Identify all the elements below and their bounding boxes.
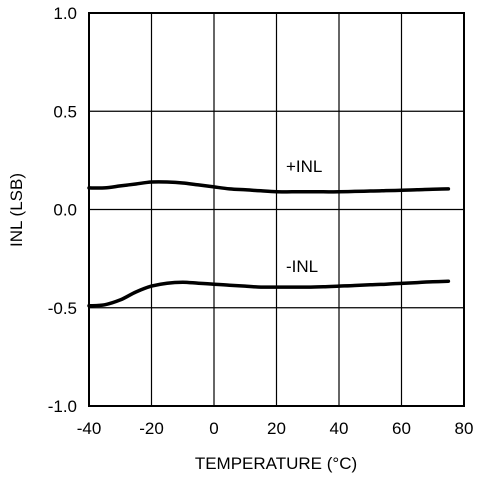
tick-labels: -40 -20 0 20 40 60 80 1.0 0.5 0.0 -0.5 -1.0	[48, 4, 474, 438]
y-tick-label: -1.0	[48, 397, 77, 416]
series-label-plus-inl: +INL	[286, 157, 322, 176]
x-tick-label: 20	[267, 419, 286, 438]
series-label-minus-inl: -INL	[286, 257, 318, 276]
x-tick-label: 40	[330, 419, 349, 438]
y-tick-label: 1.0	[53, 4, 77, 23]
series-lines	[87, 180, 451, 308]
y-tick-label: 0.0	[53, 201, 77, 220]
series-line-plus-inl	[87, 180, 451, 194]
x-tick-label: -40	[77, 419, 102, 438]
x-tick-label: 60	[392, 419, 411, 438]
y-tick-label: -0.5	[48, 299, 77, 318]
x-tick-label: 80	[455, 419, 474, 438]
series-line-minus-inl	[87, 279, 451, 308]
plot-frame	[88, 12, 465, 407]
grid	[89, 13, 464, 406]
x-tick-label: 0	[209, 419, 218, 438]
x-axis-title: TEMPERATURE (°C)	[195, 454, 357, 473]
y-axis-title: INL (LSB)	[7, 173, 26, 247]
y-tick-label: 0.5	[53, 102, 77, 121]
x-tick-label: -20	[139, 419, 164, 438]
